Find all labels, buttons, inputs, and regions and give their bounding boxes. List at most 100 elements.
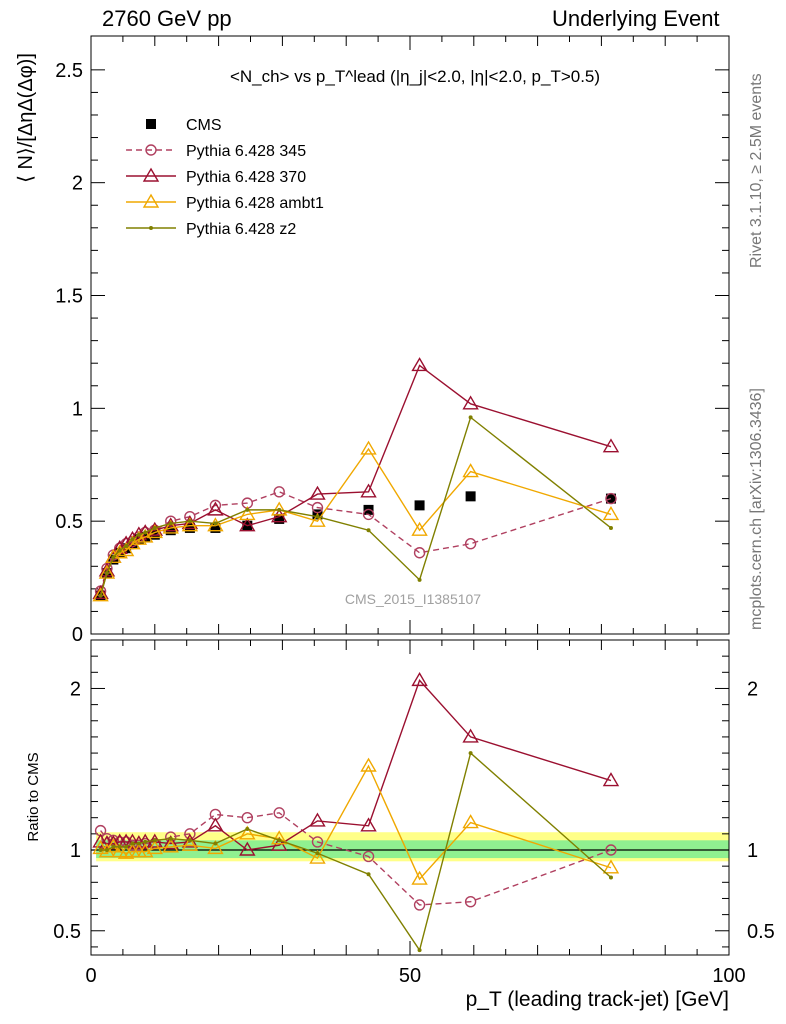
ratio-point-3-8 xyxy=(152,838,157,843)
ratio-point-3-7 xyxy=(143,839,148,844)
ratio-point-3-17 xyxy=(468,751,473,756)
y-tick-label-ratio-1: 1 xyxy=(70,840,81,862)
ratio-point-0-5 xyxy=(126,839,139,851)
ratio-point-0-16 xyxy=(413,899,426,911)
point-4-10 xyxy=(187,519,192,524)
ratio-point-3-0 xyxy=(98,848,103,852)
ratio-point-3-12 xyxy=(245,827,250,831)
point-4-11 xyxy=(213,521,218,526)
legend-label-1: Pythia 6.428 345 xyxy=(186,143,306,160)
ratio-point-3-13 xyxy=(277,838,282,843)
point-4-14 xyxy=(315,514,320,519)
point-3-2 xyxy=(105,548,122,563)
point-2-14 xyxy=(309,485,326,500)
ratio-band-inner xyxy=(96,840,729,859)
point-3-8 xyxy=(146,524,164,539)
legend-marker-2 xyxy=(142,167,160,182)
ratio-point-2-13 xyxy=(270,830,288,845)
point-2-13 xyxy=(270,508,288,523)
x-tick-label-50: 50 xyxy=(399,965,421,987)
y-tick-label-top-1: 1 xyxy=(72,398,83,420)
point-1-15 xyxy=(362,508,375,521)
point-3-14 xyxy=(309,512,326,527)
point-0-11 xyxy=(210,522,221,533)
point-4-6 xyxy=(136,532,141,537)
y-tick-label-top-0.5: 0.5 xyxy=(55,511,83,533)
series-line-2 xyxy=(99,364,612,594)
y-tick-label-top-2: 2 xyxy=(72,173,83,195)
ratio-point-3-6 xyxy=(136,841,141,846)
ratio-point-2-12 xyxy=(239,825,256,840)
point-3-18 xyxy=(602,506,620,521)
ratio-point-2-14 xyxy=(309,849,326,864)
watermark-label: CMS_2015_I1385107 xyxy=(345,591,481,607)
ratio-point-3-18 xyxy=(608,875,613,880)
ratio-point-0-13 xyxy=(273,807,285,819)
ratio-panel-frame xyxy=(90,639,730,956)
ratio-point-0-12 xyxy=(241,811,254,824)
ratio-point-2-0 xyxy=(92,839,109,855)
point-4-9 xyxy=(168,521,173,526)
point-3-16 xyxy=(411,521,428,536)
ratio-point-2-16 xyxy=(411,870,428,885)
ratio-point-2-17 xyxy=(462,814,479,829)
point-4-18 xyxy=(608,525,613,530)
legend-marker-0 xyxy=(146,119,156,129)
legend-label-3: Pythia 6.428 ambt1 xyxy=(186,195,324,212)
ratio-point-2-15 xyxy=(360,757,377,772)
point-1-13 xyxy=(273,486,285,498)
ratio-point-3-10 xyxy=(187,838,192,843)
point-3-12 xyxy=(239,506,256,521)
legend-label-4: Pythia 6.428 z2 xyxy=(186,221,296,238)
point-0-16 xyxy=(414,500,425,511)
legend-label-2: Pythia 6.428 370 xyxy=(186,169,306,186)
point-2-1 xyxy=(98,562,116,577)
header-right: Underlying Event xyxy=(552,6,720,31)
ratio-point-0-14 xyxy=(311,836,324,848)
point-3-3 xyxy=(111,544,128,559)
ratio-point-1-11 xyxy=(207,817,224,832)
y-tick-label-top-0: 0 xyxy=(72,624,83,646)
ratio-point-0-9 xyxy=(165,831,177,843)
ratio-point-3-2 xyxy=(111,844,116,849)
ratio-point-2-2 xyxy=(105,838,122,853)
y-tick-label-top-1.5: 1.5 xyxy=(55,286,83,308)
ratio-point-0-15 xyxy=(362,850,375,863)
ratio-point-2-4 xyxy=(117,844,135,859)
point-4-3 xyxy=(117,548,122,553)
point-3-13 xyxy=(270,501,288,516)
point-3-4 xyxy=(117,542,135,557)
ratio-point-3-9 xyxy=(168,836,173,841)
ratio-point-1-16 xyxy=(411,671,428,687)
x-tick-label-0: 0 xyxy=(85,965,96,987)
point-2-18 xyxy=(602,438,620,453)
point-1-14 xyxy=(311,501,324,514)
ratio-line-2 xyxy=(100,764,612,881)
point-4-1 xyxy=(104,571,109,576)
ratio-point-1-18 xyxy=(602,772,620,787)
point-4-2 xyxy=(111,555,116,560)
legend-marker-1 xyxy=(145,144,157,156)
ratio-point-2-8 xyxy=(146,839,164,855)
point-2-12 xyxy=(239,517,256,532)
point-4-17 xyxy=(468,415,473,420)
ratio-point-1-17 xyxy=(462,728,479,743)
ratio-point-2-11 xyxy=(207,839,224,855)
point-2-0 xyxy=(92,584,109,600)
ratio-point-2-10 xyxy=(181,836,199,851)
point-4-15 xyxy=(366,528,371,533)
ratio-point-3-3 xyxy=(117,844,122,849)
ratio-point-1-9 xyxy=(162,835,179,850)
ratio-point-3-1 xyxy=(104,848,109,852)
y-tick-label-ratio-2: 2 xyxy=(70,678,81,700)
point-3-6 xyxy=(130,530,148,545)
ratio-point-3-4 xyxy=(124,844,129,849)
point-2-16 xyxy=(411,357,428,372)
ratio-point-0-18 xyxy=(605,844,617,856)
header-left: 2760 GeV pp xyxy=(102,6,232,31)
y-tick-label-ratio-right-2: 2 xyxy=(747,678,758,700)
point-1-17 xyxy=(464,538,477,550)
series-line-3 xyxy=(99,447,612,596)
ratio-point-2-18 xyxy=(602,859,620,874)
